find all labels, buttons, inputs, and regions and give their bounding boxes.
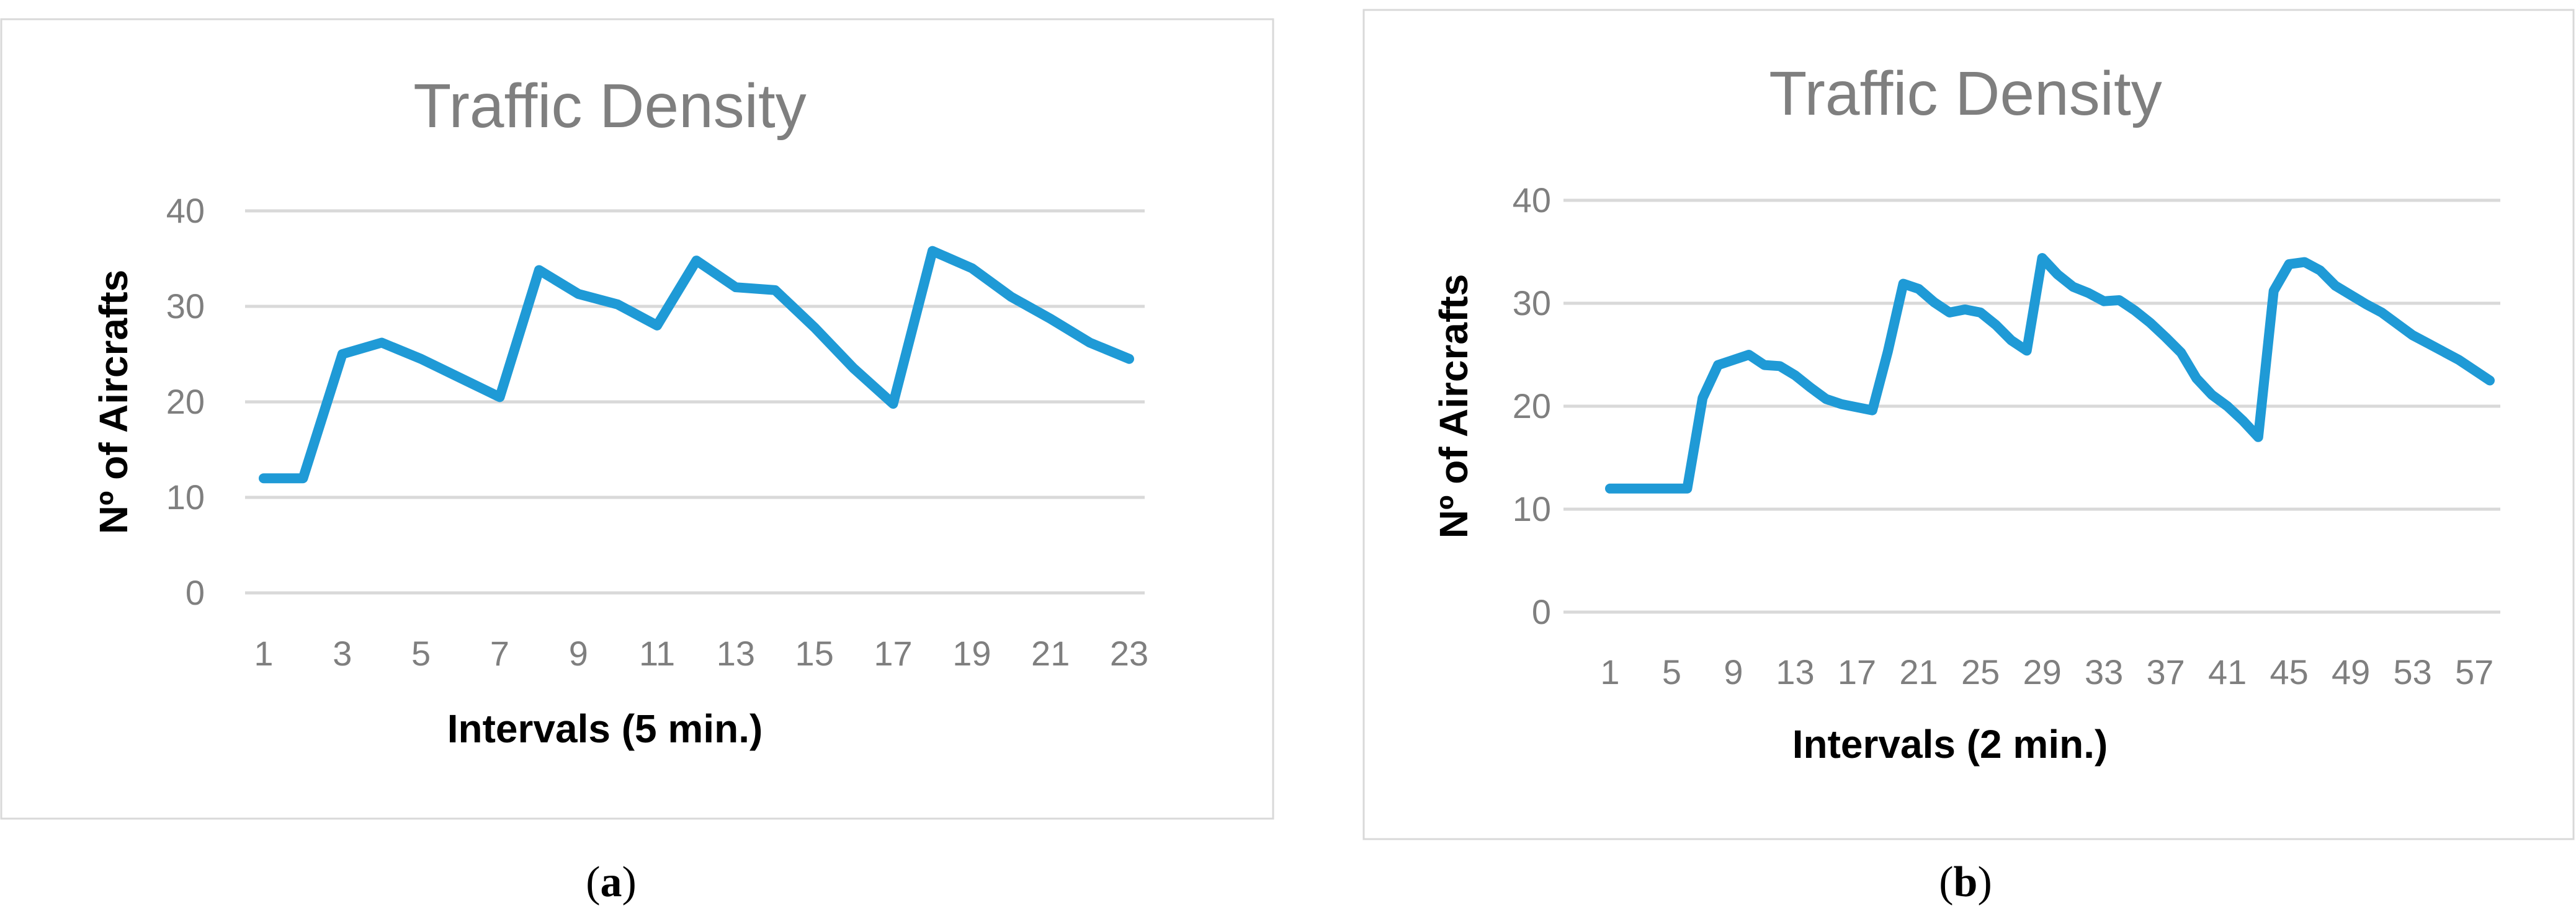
panel-b: Traffic Density 0 10 20 30 40 1 5 9 13 17 21 2… <box>1362 9 2575 906</box>
panel-a-caption-letter: a <box>601 858 622 906</box>
chart-b-gridlines <box>1563 198 2500 614</box>
chart-a-title: Traffic Density <box>413 71 807 141</box>
panel-a-caption-open: ( <box>586 858 600 906</box>
chart-a-series-line <box>259 246 1134 484</box>
panel-a-border <box>0 18 1274 820</box>
chart-a-x-tick-labels: 1 3 5 7 9 11 13 15 17 19 21 23 <box>254 634 1148 673</box>
panel-b-caption-open: ( <box>1939 858 1953 906</box>
chart-a-y-tick-label: 10 <box>166 478 205 517</box>
chart-b-x-tick-label: 49 <box>2332 652 2370 691</box>
chart-b-y-tick-labels: 0 10 20 30 40 <box>1513 180 1551 631</box>
chart-a-y-tick-label: 20 <box>166 382 205 421</box>
chart-b-y-tick-label: 20 <box>1513 386 1551 425</box>
chart-b-x-tick-label: 25 <box>1961 652 2000 691</box>
chart-a-x-tick-label: 11 <box>639 634 675 673</box>
chart-a-y-tick-label: 40 <box>166 191 205 230</box>
chart-a-x-tick-label: 9 <box>569 634 588 673</box>
chart-b-y-tick-label: 10 <box>1513 489 1551 528</box>
panel-b-caption-close: ) <box>1977 858 1992 906</box>
panel-a-caption-close: ) <box>622 858 637 906</box>
panel-b-border <box>1362 9 2575 840</box>
chart-a-x-tick-label: 15 <box>795 634 834 673</box>
chart-a-y-tick-label: 30 <box>166 287 205 326</box>
panel-b-caption: (b) <box>1939 858 1992 906</box>
chart-a-x-tick-label: 17 <box>874 634 912 673</box>
chart-b-x-tick-label: 37 <box>2146 652 2185 691</box>
chart-b-x-tick-label: 21 <box>1899 652 1938 691</box>
chart-a-x-tick-label: 3 <box>333 634 352 673</box>
chart-b-x-tick-label: 57 <box>2455 652 2493 691</box>
chart-a-x-tick-label: 1 <box>254 634 273 673</box>
chart-b-x-axis-title: Intervals (2 min.) <box>1792 722 2108 767</box>
chart-a-x-tick-label: 23 <box>1110 634 1148 673</box>
chart-a-x-tick-label: 19 <box>952 634 991 673</box>
chart-b-y-tick-label: 40 <box>1513 180 1551 220</box>
chart-b-x-tick-label: 1 <box>1600 652 1619 691</box>
chart-a-x-axis-title: Intervals (5 min.) <box>447 706 763 751</box>
chart-b-x-tick-label: 13 <box>1776 652 1814 691</box>
panel-a-caption: (a) <box>586 858 637 906</box>
chart-b-y-tick-label: 0 <box>1532 592 1551 631</box>
chart-b-y-tick-label: 30 <box>1513 283 1551 322</box>
chart-b-x-tick-labels: 1 5 9 13 17 21 25 29 33 37 41 45 49 53 57 <box>1600 652 2493 691</box>
chart-b-x-tick-label: 53 <box>2393 652 2431 691</box>
chart-b-y-axis-title: Nº of Aircrafts <box>1431 274 1476 538</box>
chart-b-x-tick-label: 17 <box>1838 652 1876 691</box>
chart-a-y-axis-title: Nº of Aircrafts <box>91 270 136 534</box>
chart-b-x-tick-label: 9 <box>1724 652 1743 691</box>
chart-a-y-tick-labels: 0 10 20 30 40 <box>166 191 205 612</box>
chart-a-x-tick-label: 13 <box>717 634 755 673</box>
chart-b-x-tick-label: 33 <box>2085 652 2123 691</box>
chart-a-x-tick-label: 5 <box>411 634 431 673</box>
chart-b-series-line <box>1605 253 2495 494</box>
chart-b-title: Traffic Density <box>1769 59 2162 128</box>
chart-a-x-tick-label: 21 <box>1031 634 1070 673</box>
chart-a-y-tick-label: 0 <box>186 573 205 612</box>
chart-b-x-tick-label: 29 <box>2023 652 2061 691</box>
panel-a: Traffic Density 0 10 20 30 40 1 3 5 7 9 11 13 1… <box>0 18 1274 906</box>
chart-b-x-tick-label: 45 <box>2270 652 2308 691</box>
chart-a-gridlines <box>245 209 1145 595</box>
panel-b-caption-letter: b <box>1954 858 1978 906</box>
chart-b-x-tick-label: 5 <box>1662 652 1681 691</box>
chart-a-x-tick-label: 7 <box>490 634 509 673</box>
chart-b-x-tick-label: 41 <box>2208 652 2247 691</box>
